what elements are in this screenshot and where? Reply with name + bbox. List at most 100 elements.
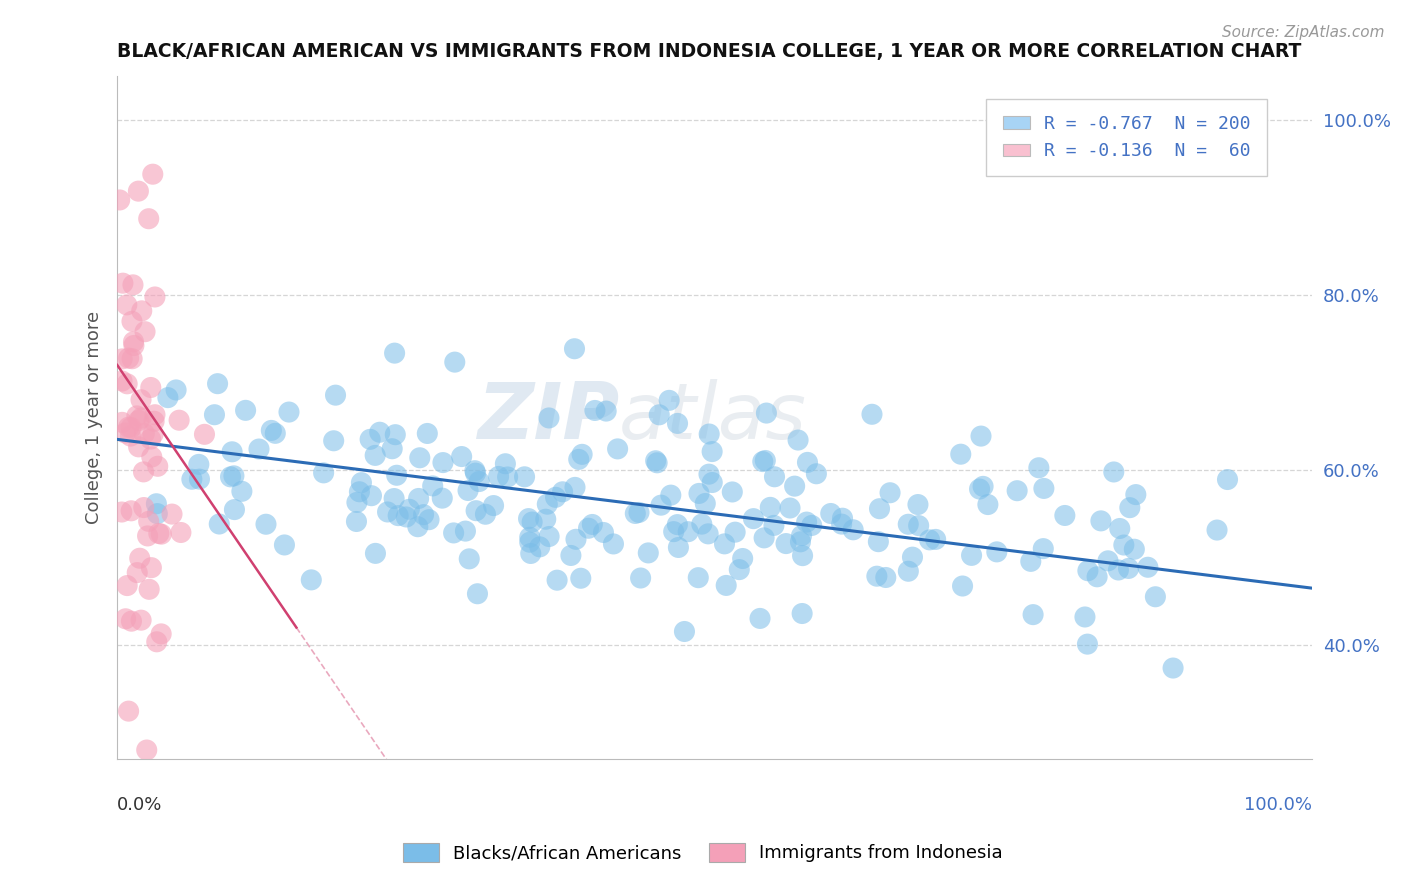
- Point: [700, 444, 723, 458]
- Point: [111, 416, 134, 430]
- Point: [666, 417, 689, 431]
- Point: [115, 298, 138, 312]
- Point: [564, 342, 586, 356]
- Point: [1107, 563, 1129, 577]
- Point: [668, 541, 690, 555]
- Text: BLACK/AFRICAN AMERICAN VS IMMIGRANTS FROM INDONESIA COLLEGE, 1 YEAR OR MORE CORR: BLACK/AFRICAN AMERICAN VS IMMIGRANTS FRO…: [117, 42, 1302, 61]
- Point: [513, 470, 536, 484]
- Point: [972, 479, 994, 493]
- Point: [384, 427, 406, 442]
- Point: [208, 516, 231, 531]
- Point: [1005, 483, 1028, 498]
- Point: [219, 470, 242, 484]
- Point: [346, 515, 368, 529]
- Point: [1118, 561, 1140, 575]
- Point: [1144, 590, 1167, 604]
- Point: [488, 469, 510, 483]
- Point: [952, 579, 974, 593]
- Point: [143, 290, 166, 304]
- Point: [364, 546, 387, 560]
- Point: [564, 480, 586, 494]
- Point: [412, 508, 434, 522]
- Point: [139, 380, 162, 394]
- Point: [537, 411, 560, 425]
- Point: [150, 627, 173, 641]
- Point: [120, 504, 142, 518]
- Point: [377, 505, 399, 519]
- Point: [731, 551, 754, 566]
- Point: [721, 485, 744, 500]
- Point: [387, 508, 409, 523]
- Point: [114, 612, 136, 626]
- Point: [364, 449, 387, 463]
- Point: [1206, 523, 1229, 537]
- Point: [235, 403, 257, 417]
- Point: [1136, 560, 1159, 574]
- Point: [1053, 508, 1076, 523]
- Point: [842, 523, 865, 537]
- Point: [695, 496, 717, 510]
- Point: [278, 405, 301, 419]
- Point: [627, 505, 650, 519]
- Point: [1216, 473, 1239, 487]
- Point: [221, 445, 243, 459]
- Point: [763, 469, 786, 483]
- Point: [688, 571, 710, 585]
- Point: [970, 429, 993, 443]
- Legend: Blacks/African Americans, Immigrants from Indonesia: Blacks/African Americans, Immigrants fro…: [395, 836, 1011, 870]
- Text: ZIP: ZIP: [477, 379, 619, 456]
- Point: [409, 450, 432, 465]
- Point: [384, 346, 406, 360]
- Point: [759, 500, 782, 515]
- Point: [1102, 465, 1125, 479]
- Point: [1074, 610, 1097, 624]
- Point: [1032, 482, 1054, 496]
- Point: [868, 534, 890, 549]
- Point: [544, 491, 567, 505]
- Point: [676, 524, 699, 539]
- Point: [432, 456, 454, 470]
- Point: [141, 450, 163, 464]
- Point: [406, 519, 429, 533]
- Point: [1019, 554, 1042, 568]
- Point: [150, 527, 173, 541]
- Point: [156, 391, 179, 405]
- Text: Source: ZipAtlas.com: Source: ZipAtlas.com: [1222, 25, 1385, 40]
- Point: [1077, 564, 1099, 578]
- Y-axis label: College, 1 year or more: College, 1 year or more: [86, 311, 103, 524]
- Point: [645, 456, 668, 470]
- Point: [474, 507, 496, 521]
- Point: [131, 303, 153, 318]
- Point: [517, 511, 540, 525]
- Point: [138, 582, 160, 597]
- Point: [222, 468, 245, 483]
- Point: [568, 452, 591, 467]
- Point: [146, 507, 169, 521]
- Point: [546, 573, 568, 587]
- Point: [901, 550, 924, 565]
- Point: [132, 500, 155, 515]
- Point: [1076, 637, 1098, 651]
- Point: [160, 507, 183, 521]
- Point: [924, 533, 946, 547]
- Point: [115, 578, 138, 592]
- Point: [520, 515, 543, 529]
- Point: [346, 495, 368, 509]
- Point: [690, 517, 713, 532]
- Point: [1090, 514, 1112, 528]
- Point: [875, 570, 897, 584]
- Point: [450, 450, 472, 464]
- Point: [831, 511, 853, 525]
- Point: [111, 351, 134, 366]
- Point: [143, 414, 166, 428]
- Point: [494, 457, 516, 471]
- Point: [129, 392, 152, 407]
- Point: [128, 551, 150, 566]
- Point: [560, 549, 582, 563]
- Point: [869, 501, 891, 516]
- Point: [121, 351, 143, 366]
- Point: [408, 491, 430, 506]
- Point: [180, 472, 202, 486]
- Point: [581, 517, 603, 532]
- Point: [359, 433, 381, 447]
